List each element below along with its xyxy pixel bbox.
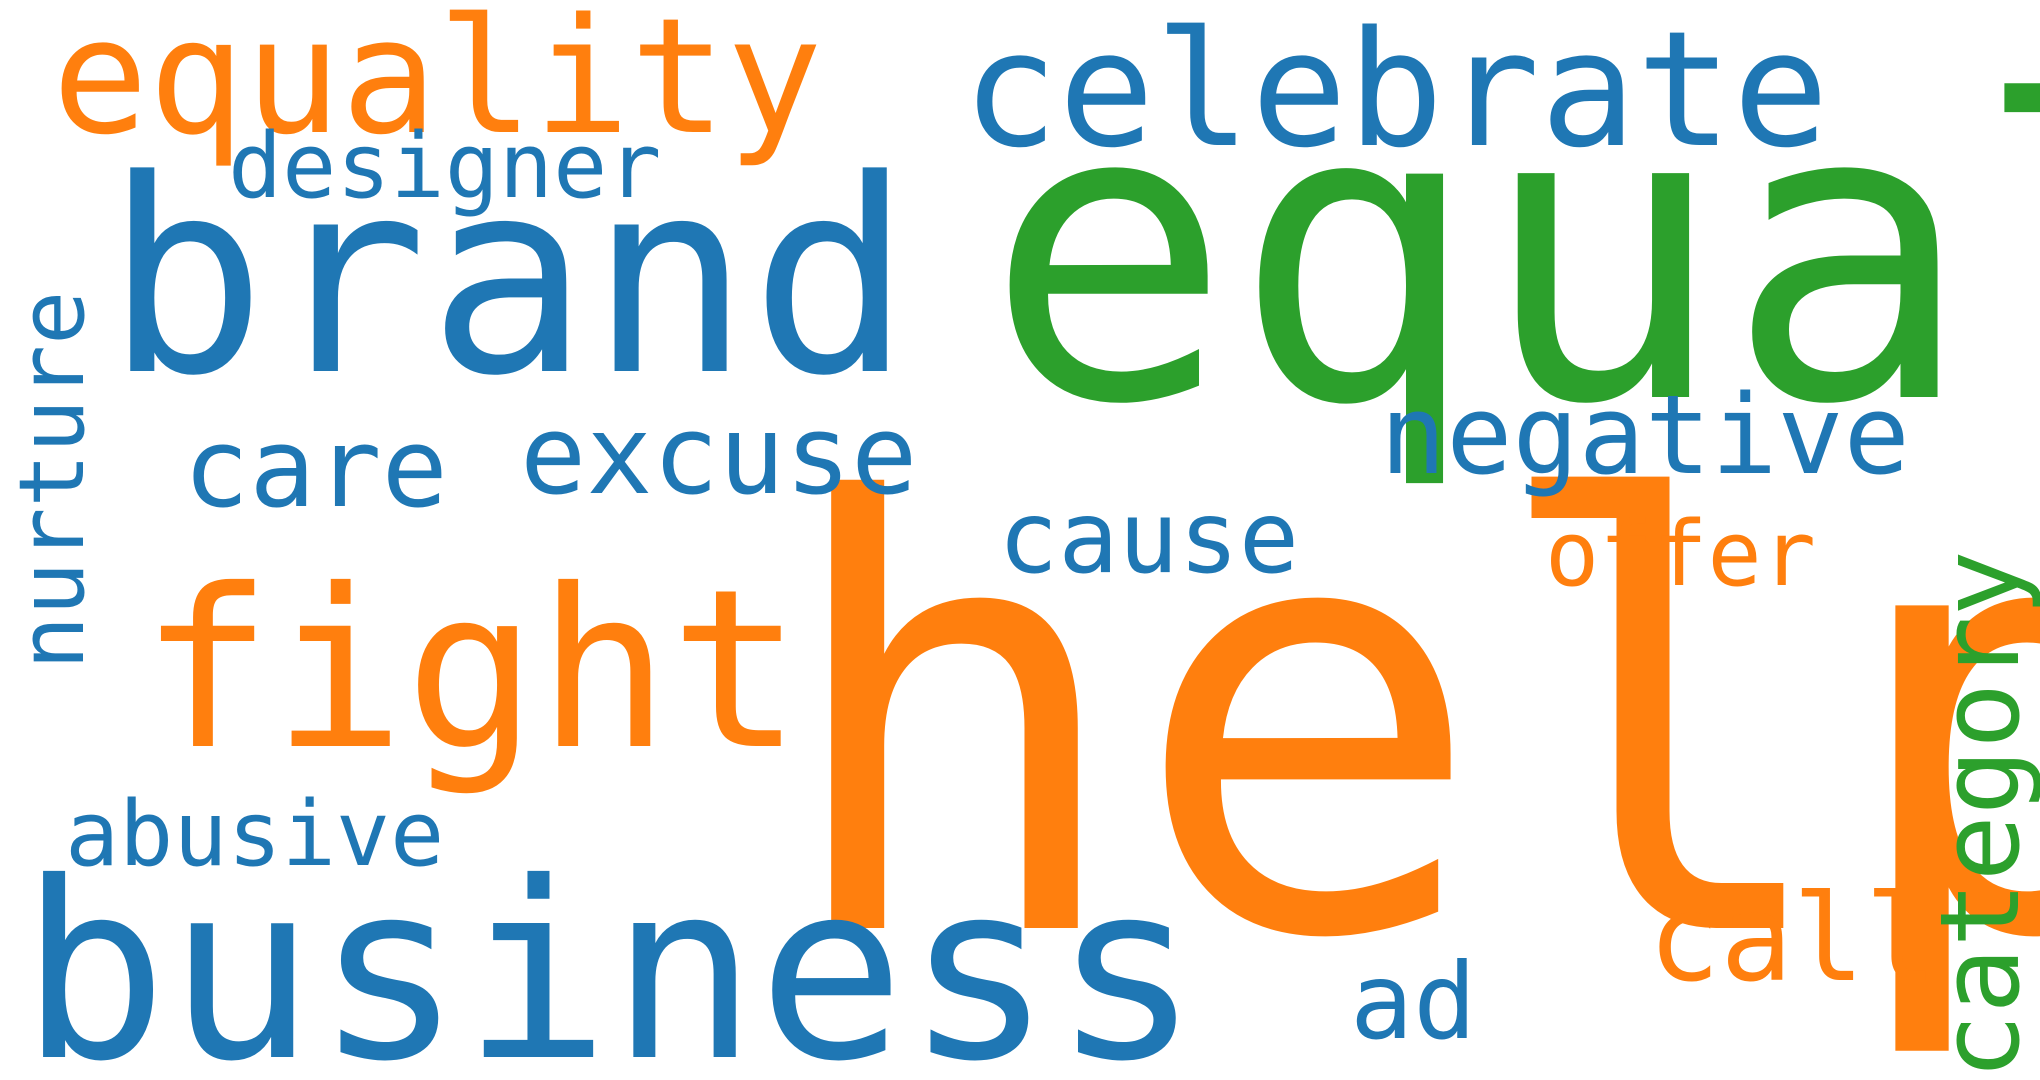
word-abusive: abusive [65, 782, 445, 887]
word-celebrate: celebrate [962, 0, 1829, 183]
word-designer: designer [228, 114, 662, 219]
word-category: category [1916, 550, 2040, 1080]
word-negative: negative [1380, 371, 1910, 499]
word-nurture: nurture [0, 290, 105, 670]
word-help: help [775, 381, 2040, 1068]
word-cause: cause [998, 479, 1300, 596]
word-excuse: excuse [520, 391, 918, 519]
word-offer: offer [1545, 502, 1816, 607]
word-care: care [183, 404, 448, 532]
word-fight: fight [140, 542, 803, 798]
word-call: call [1648, 870, 1937, 1009]
word-equality: equality [52, 0, 823, 170]
word-equal: equal [985, 16, 2040, 494]
word-brand: brand [105, 123, 912, 435]
word-business: business [20, 830, 1201, 1080]
word-ad: ad [1350, 941, 1477, 1063]
